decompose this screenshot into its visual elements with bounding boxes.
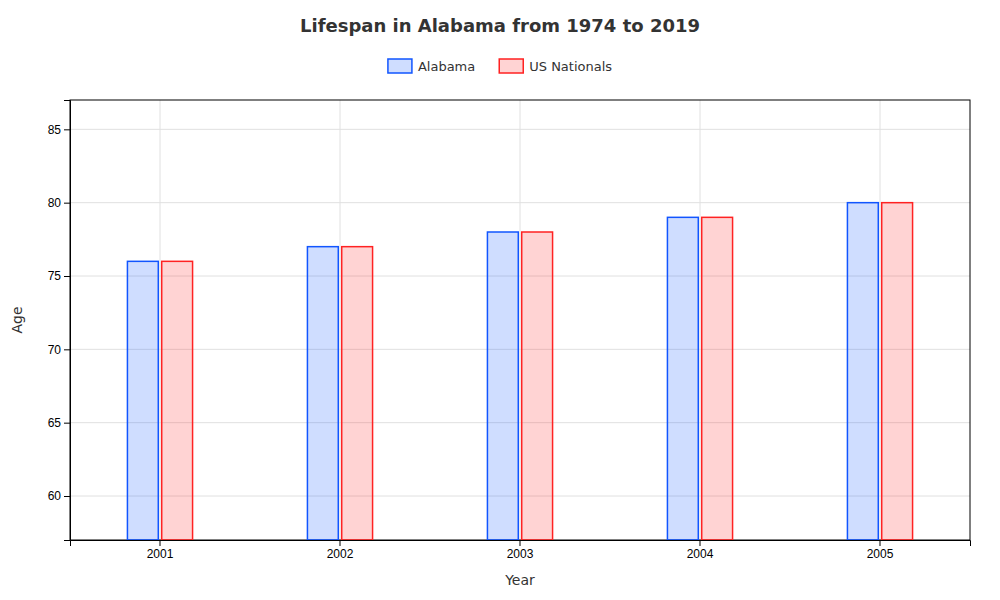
legend-swatch — [388, 59, 412, 73]
tick-mark — [64, 203, 70, 204]
bar — [307, 247, 338, 540]
tick-label: 2001 — [147, 547, 174, 561]
tick-mark — [340, 540, 341, 546]
bar-series — [162, 203, 913, 540]
tick-mark — [64, 129, 70, 130]
plot-frame — [70, 100, 970, 540]
grid — [70, 100, 970, 540]
grid-line — [880, 100, 881, 540]
bars — [127, 203, 912, 540]
tick-label: 2004 — [687, 547, 714, 561]
tick-mark — [880, 540, 881, 546]
tick-mark — [700, 540, 701, 546]
tick: 85 — [48, 123, 70, 137]
tick-mark — [64, 423, 70, 424]
tick: 75 — [48, 269, 70, 283]
tick-label: 2003 — [507, 547, 534, 561]
tick-mark — [64, 349, 70, 350]
tick-label: 80 — [48, 196, 62, 210]
tick: 65 — [48, 416, 70, 430]
bar — [667, 217, 698, 540]
bar — [847, 203, 878, 540]
x-axis-title: Year — [504, 572, 535, 588]
legend-item: Alabama — [388, 59, 475, 74]
bar — [882, 203, 913, 540]
legend-item: US Nationals — [499, 59, 612, 74]
grid-line — [340, 100, 341, 540]
y-axis-title: Age — [9, 306, 25, 333]
tick: 2003 — [507, 540, 534, 561]
bar — [702, 217, 733, 540]
tick-label: 75 — [48, 269, 62, 283]
bar — [162, 261, 193, 540]
tick-mark — [64, 276, 70, 277]
legend-label: US Nationals — [529, 59, 612, 74]
tick-label: 60 — [48, 489, 62, 503]
tick: 2005 — [867, 540, 894, 561]
tick: 2002 — [327, 540, 354, 561]
grid-line — [700, 100, 701, 540]
tick: 80 — [48, 196, 70, 210]
axis-line — [71, 541, 971, 547]
tick: 2004 — [687, 540, 714, 561]
bar — [342, 247, 373, 540]
bar — [127, 261, 158, 540]
tick-mark — [520, 540, 521, 546]
legend-label: Alabama — [418, 59, 475, 74]
tick-label: 65 — [48, 416, 62, 430]
x-axis: 2001 2002 2003 2004 2005 — [71, 540, 971, 561]
bar-series — [127, 203, 878, 540]
bar — [522, 232, 553, 540]
y-axis: 60 65 70 75 80 85 — [48, 101, 71, 541]
tick-mark — [64, 496, 70, 497]
tick-label: 85 — [48, 123, 62, 137]
legend: Alabama US Nationals — [388, 59, 612, 74]
tick-label: 70 — [48, 343, 62, 357]
tick-label: 2005 — [867, 547, 894, 561]
grid-line — [520, 100, 521, 540]
bar — [487, 232, 518, 540]
legend-swatch — [499, 59, 523, 73]
tick-mark — [160, 540, 161, 546]
tick: 2001 — [147, 540, 174, 561]
plot: 2001 2002 2003 2004 2005 60 65 70 75 80 85 — [48, 100, 971, 561]
axis-line — [64, 101, 71, 541]
chart: 2001 2002 2003 2004 2005 60 65 70 75 80 85 Year Age L… — [0, 0, 1000, 600]
tick-label: 2002 — [327, 547, 354, 561]
grid-line — [160, 100, 161, 540]
tick: 60 — [48, 489, 70, 503]
tick: 70 — [48, 343, 70, 357]
title: Lifespan in Alabama from 1974 to 2019 — [300, 15, 700, 36]
